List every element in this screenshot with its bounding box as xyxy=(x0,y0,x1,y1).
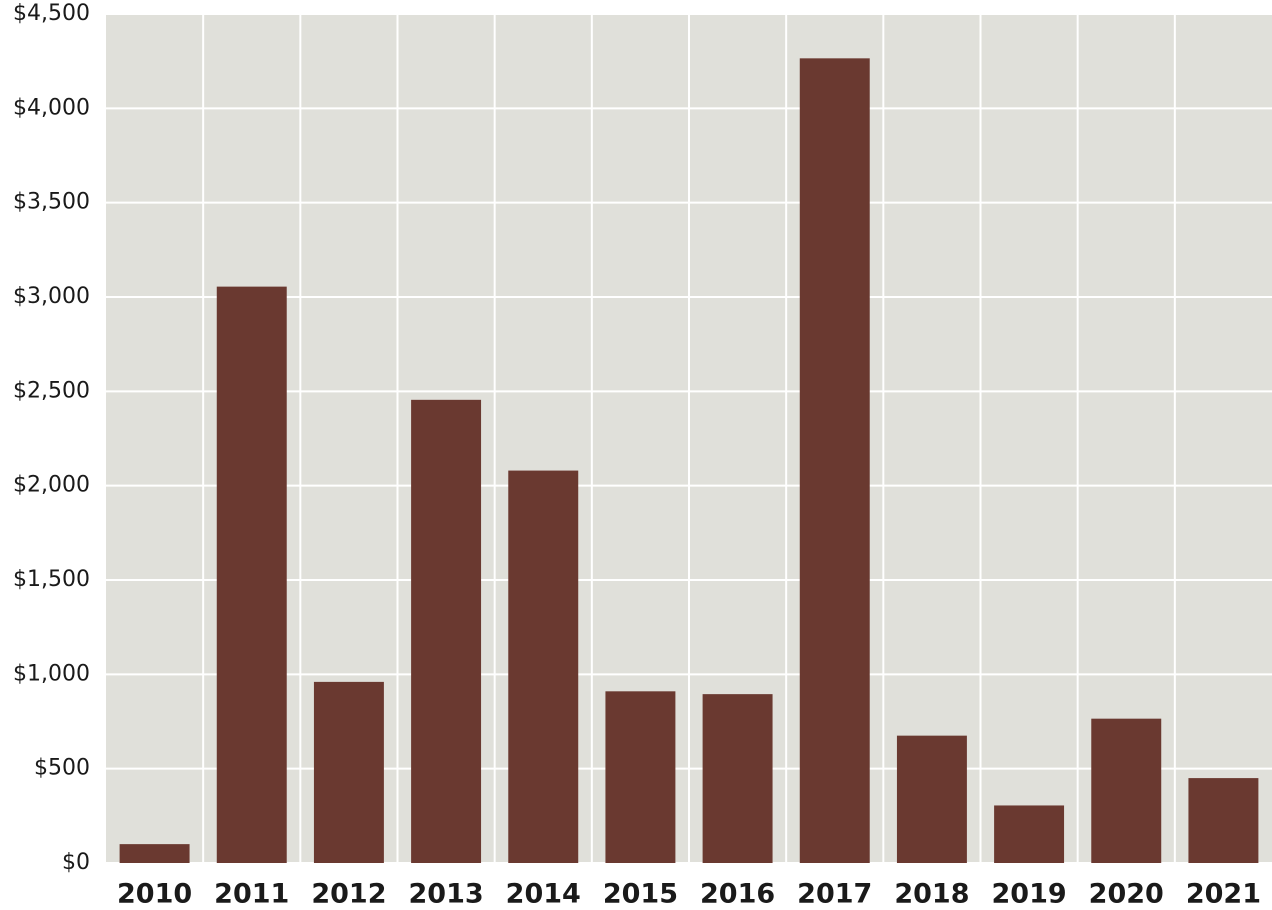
x-tick-label: 2016 xyxy=(700,879,775,910)
bars xyxy=(119,58,1259,864)
x-tick-label: 2014 xyxy=(506,879,581,910)
x-axis-tick-labels: 2010 2011 2012 2013 2014 2015 2016 2017 2018 2019… xyxy=(117,879,1261,910)
y-tick-label: $2,500 xyxy=(13,378,90,403)
y-tick-label: $0 xyxy=(62,850,90,875)
y-axis-tick-labels: $0 $500 $1,000 $1,500 $2,000 $2,500 $3,000 $3,5… xyxy=(13,1,90,875)
bar-2021 xyxy=(1188,778,1259,863)
y-tick-label: $4,000 xyxy=(13,95,90,120)
x-tick-label: 2011 xyxy=(214,879,289,910)
x-tick-label: 2010 xyxy=(117,879,192,910)
y-tick-label: $3,500 xyxy=(13,190,90,215)
bar-2014 xyxy=(508,470,579,863)
bar-2012 xyxy=(313,681,384,863)
x-tick-label: 2020 xyxy=(1089,879,1164,910)
x-tick-label: 2015 xyxy=(603,879,678,910)
bar-2013 xyxy=(411,399,482,863)
bar-2018 xyxy=(896,735,967,863)
bar-2011 xyxy=(216,286,287,864)
bar-2019 xyxy=(994,805,1065,863)
bar-2010 xyxy=(119,844,190,863)
y-tick-label: $1,500 xyxy=(13,567,90,592)
bar-2016 xyxy=(702,694,773,863)
x-tick-label: 2012 xyxy=(311,879,386,910)
x-tick-label: 2013 xyxy=(409,879,484,910)
y-tick-label: $2,000 xyxy=(13,473,90,498)
x-tick-label: 2019 xyxy=(992,879,1067,910)
y-tick-label: $4,500 xyxy=(13,1,90,26)
y-tick-label: $1,000 xyxy=(13,661,90,686)
y-tick-label: $500 xyxy=(34,756,90,781)
x-tick-label: 2017 xyxy=(797,879,872,910)
gridlines xyxy=(106,13,1272,864)
x-tick-label: 2018 xyxy=(894,879,969,910)
bar-2017 xyxy=(799,58,870,863)
bar-2015 xyxy=(605,691,676,863)
x-tick-label: 2021 xyxy=(1186,879,1261,910)
y-tick-label: $3,000 xyxy=(13,284,90,309)
bar-2020 xyxy=(1091,718,1162,863)
